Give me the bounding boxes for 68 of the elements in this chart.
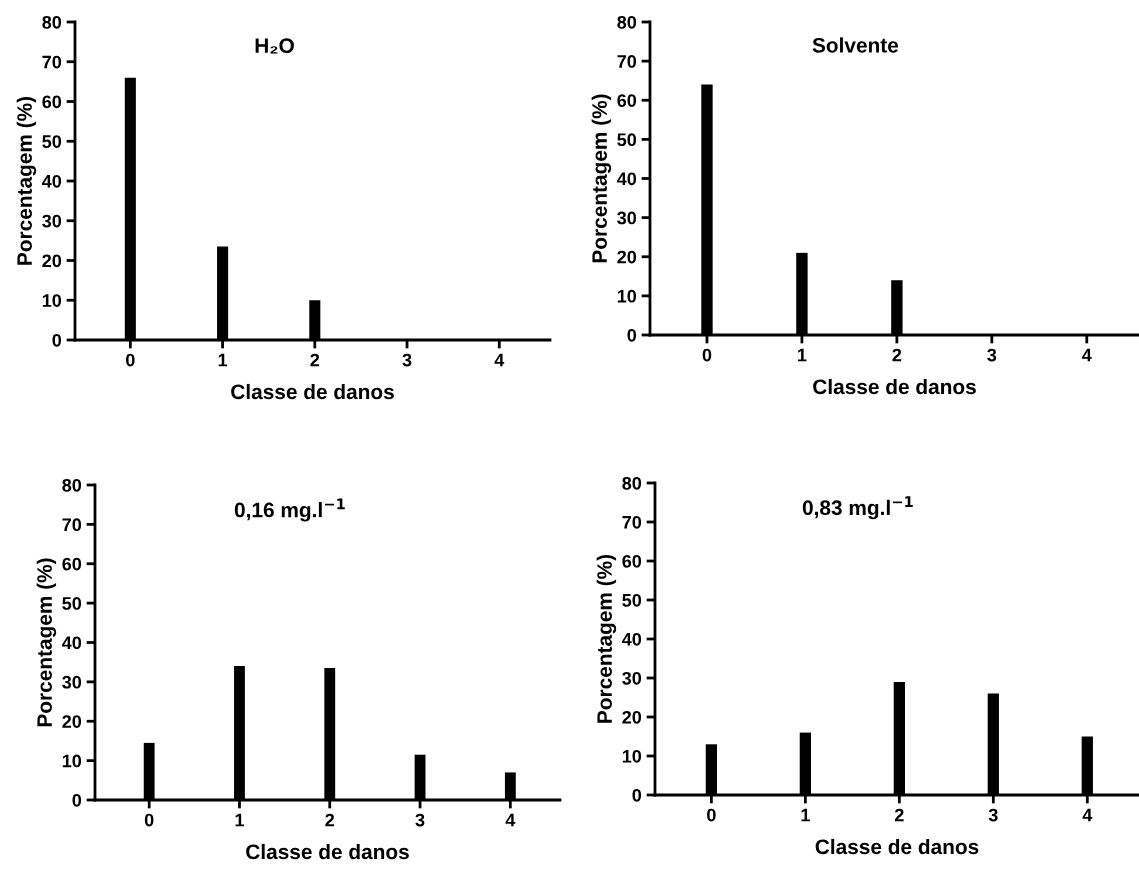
x-tick-label: 3	[415, 813, 425, 827]
y-tick-label: 30	[622, 671, 642, 685]
y-tick-label: 10	[617, 289, 637, 303]
y-tick-label: 50	[617, 133, 637, 147]
y-axis-title: Porcentagem (%)	[596, 554, 617, 723]
x-tick-label: 3	[988, 808, 998, 822]
y-tick-label: 30	[62, 675, 82, 689]
x-axis-title: Classe de danos	[231, 383, 394, 400]
y-tick-label: 30	[42, 214, 62, 228]
y-tick-label: 70	[622, 515, 642, 529]
y-tick-label: 20	[42, 254, 62, 268]
y-tick-label: 10	[42, 294, 62, 307]
y-tick-label: 0	[632, 788, 642, 802]
y-tick-label: 70	[617, 55, 637, 68]
x-tick-label: 0	[126, 353, 135, 367]
x-tick-label: 0	[707, 808, 716, 822]
y-tick-label: 40	[42, 174, 62, 188]
x-axis-title: Classe de danos	[815, 838, 979, 855]
y-tick-label: 0	[627, 328, 637, 342]
y-tick-label: 10	[622, 749, 642, 763]
y-tick-label: 60	[42, 95, 62, 109]
text: Solvente	[812, 37, 899, 53]
y-tick-label: 30	[617, 211, 637, 225]
y-tick-label: 70	[42, 55, 62, 69]
y-tick-label: 50	[62, 597, 82, 610]
y-tick-label: 40	[62, 636, 82, 650]
text: 0,16 mg.l$^{−1}$	[234, 498, 345, 522]
x-tick-label: 0	[702, 348, 712, 362]
x-tick-label: 1	[235, 813, 244, 827]
text: 0,83 mg.l$^{−1}$	[802, 496, 913, 520]
y-tick-label: 50	[622, 593, 642, 607]
y-tick-label: 20	[617, 250, 637, 264]
y-tick-label: 80	[62, 478, 82, 492]
y-axis-title: Porcentagem (%)	[16, 96, 37, 265]
x-tick-label: 3	[987, 348, 997, 362]
y-tick-label: 0	[72, 793, 82, 807]
x-tick-label: 0	[144, 813, 154, 827]
y-axis-title: Porcentagem (%)	[36, 558, 57, 727]
x-tick-label: 2	[894, 808, 904, 822]
x-axis-title: Classe de danos	[246, 843, 409, 860]
y-tick-label: 80	[42, 15, 62, 29]
y-tick-label: 40	[622, 632, 642, 646]
y-tick-label: 80	[617, 15, 637, 29]
y-tick-label: 40	[617, 172, 637, 186]
x-tick-label: 2	[325, 813, 335, 827]
y-tick-label: 10	[62, 754, 82, 768]
y-tick-label: 80	[622, 476, 642, 490]
y-tick-label: 50	[42, 135, 62, 148]
x-tick-label: 1	[801, 808, 810, 822]
x-tick-label: 2	[310, 353, 320, 367]
x-tick-label: 2	[892, 348, 902, 362]
text: H₂O	[255, 38, 294, 54]
y-tick-label: 60	[617, 94, 637, 107]
y-axis-title: Porcentagem (%)	[591, 94, 612, 263]
y-tick-label: 60	[622, 554, 642, 568]
y-tick-label: 20	[622, 710, 642, 724]
x-tick-label: 3	[402, 353, 412, 367]
x-tick-label: 4	[505, 813, 516, 827]
y-tick-label: 20	[62, 715, 82, 728]
x-tick-label: 4	[1082, 348, 1092, 362]
y-tick-label: 70	[62, 518, 82, 532]
x-tick-label: 1	[798, 348, 807, 362]
x-tick-label: 1	[218, 353, 228, 367]
y-tick-label: 60	[62, 557, 82, 571]
x-tick-label: 4	[1082, 808, 1093, 822]
y-tick-label: 0	[52, 333, 62, 347]
x-axis-title: Classe de danos	[813, 378, 976, 395]
x-tick-label: 4	[494, 353, 505, 367]
